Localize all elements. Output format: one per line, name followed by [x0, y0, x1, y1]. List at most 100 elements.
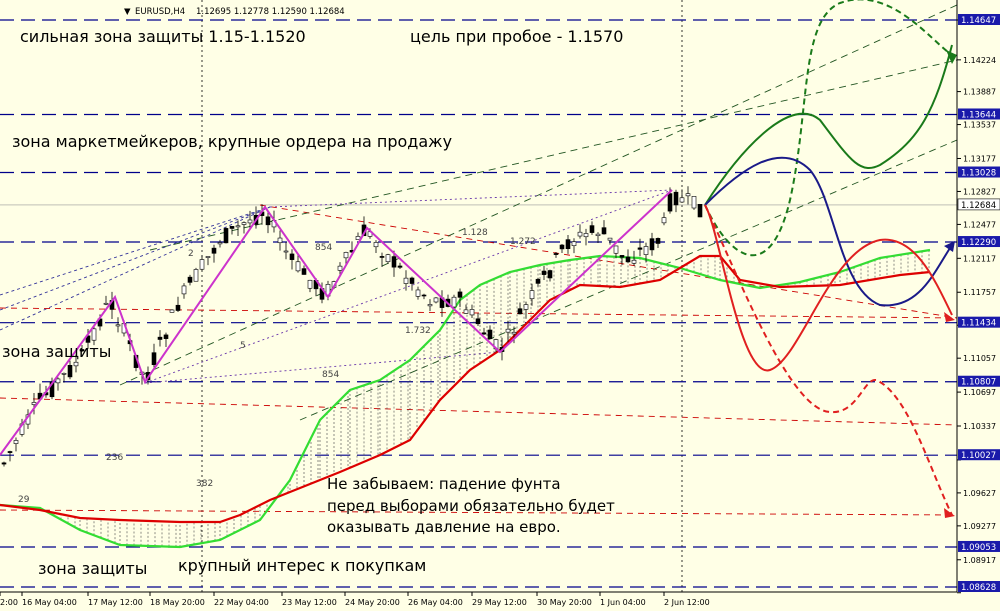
level-label: 1.10807: [961, 378, 996, 388]
candle-body: [469, 309, 475, 316]
trend-channels: [0, 4, 958, 516]
forecast-green-dashed: [704, 0, 953, 256]
candle-body: [475, 318, 481, 325]
channel-line: [0, 206, 271, 296]
candle-body: [181, 285, 187, 295]
forecast-red-dashed: [704, 204, 953, 516]
level-label: 1.13644: [961, 110, 996, 120]
candle-body: [667, 193, 673, 212]
candle-body: [295, 261, 301, 272]
arrow-head-icon: [944, 508, 955, 518]
candle-body: [91, 328, 97, 341]
fib-label: 29: [18, 495, 30, 505]
candle-body: [595, 233, 601, 237]
candle-body: [103, 302, 109, 305]
annotation-defense-low: зона защиты: [38, 559, 147, 578]
candle-body: [403, 277, 409, 284]
price-axis: [956, 0, 1000, 611]
time-label: 30 May 20:00: [537, 598, 592, 607]
channel-line: [144, 351, 501, 384]
symbol-label: EURUSD,H4: [135, 7, 185, 17]
level-label-box: [958, 581, 1000, 592]
channel-line: [119, 4, 958, 386]
fib-labels: 854 1.128 1.272 1.732 854 236 382 5 2 29: [18, 228, 536, 505]
candle-body: [85, 335, 91, 343]
candle-body: [235, 225, 241, 228]
level-label-box: [958, 14, 1000, 25]
candle-body: [277, 237, 283, 244]
candle-body: [625, 256, 631, 263]
price-tick-label: 1.09627: [963, 489, 996, 498]
candle-body: [631, 259, 637, 264]
candle-body: [529, 290, 535, 300]
price-tick-label: 1.10337: [963, 422, 996, 431]
candle-body: [547, 270, 553, 279]
time-grid: [201, 0, 683, 592]
annotation-defense-mid: зона защиты: [2, 342, 111, 361]
forecast-green-solid: [704, 44, 953, 206]
candle-body: [655, 238, 661, 244]
price-tick-label: 1.13177: [963, 154, 996, 163]
candle-body: [373, 242, 379, 248]
level-label: 1.12290: [961, 238, 996, 248]
candle-body: [577, 231, 583, 237]
channel-line: [0, 206, 271, 311]
candle-body: [169, 309, 175, 313]
price-ticks: 1.14224 1.13887 1.13537 1.13177 1.12827 1.124…: [957, 19, 996, 594]
price-tick-label: 1.14224: [963, 56, 996, 65]
candle-body: [433, 297, 439, 303]
fib-label: 2: [188, 249, 194, 259]
price-tick-label: 1.12477: [963, 220, 996, 229]
candle-body: [415, 289, 421, 297]
candle-body: [67, 364, 73, 378]
candle-body: [571, 241, 577, 246]
price-tick-label: 1.13887: [963, 88, 996, 97]
forecast-red-solid: [704, 204, 953, 372]
candle-body: [607, 237, 613, 241]
level-label-box: [958, 236, 1000, 248]
zigzag-line: [0, 189, 673, 456]
level-label-box: [958, 375, 1000, 387]
annotation-mm-zone: зона маркетмейкеров, крупные ордера на п…: [12, 132, 452, 151]
candle-body: [223, 228, 229, 244]
time-label: 2:00: [0, 598, 18, 607]
candle-body: [229, 226, 235, 229]
ichimoku-cloud: [0, 248, 931, 549]
candle-body: [457, 291, 463, 298]
candle-body: [487, 329, 493, 340]
time-label: 18 May 20:00: [150, 598, 205, 607]
candle-body: [337, 265, 343, 271]
candle-body: [385, 254, 391, 263]
level-label: 1.13028: [961, 169, 996, 179]
candle-body: [343, 252, 349, 259]
candle-body: [463, 309, 469, 314]
fib-label: 382: [196, 479, 213, 489]
candle-body: [691, 196, 697, 209]
candle-body: [559, 244, 565, 250]
price-tick-label: 1.11057: [963, 354, 996, 363]
candle-body: [451, 296, 457, 308]
annotation-note-line-3: оказывать давление на евро.: [327, 518, 561, 536]
level-label-box: [958, 166, 1000, 178]
candles: [1, 186, 703, 467]
level-label-box: [958, 449, 1000, 461]
candle-body: [553, 253, 559, 255]
level-label-box: [958, 108, 1000, 120]
candle-body: [289, 253, 295, 260]
candle-body: [613, 245, 619, 254]
price-tick-label: 1.10697: [963, 388, 996, 397]
candle-body: [13, 440, 19, 444]
candle-body: [115, 324, 121, 327]
candle-body: [211, 247, 217, 254]
channel-line: [0, 509, 958, 516]
channel-line: [0, 397, 958, 426]
candle-body: [1, 462, 7, 465]
candle-body: [505, 328, 511, 333]
candle-body: [265, 216, 271, 226]
level-label: 1.08628: [961, 583, 996, 593]
fib-label: 1.732: [405, 326, 431, 336]
channel-line: [0, 307, 958, 319]
time-label: 23 May 12:00: [282, 598, 337, 607]
price-tick-label: 1.08917: [963, 556, 996, 565]
annotation-strong-zone: сильная зона защиты 1.15-1.1520: [20, 27, 306, 46]
